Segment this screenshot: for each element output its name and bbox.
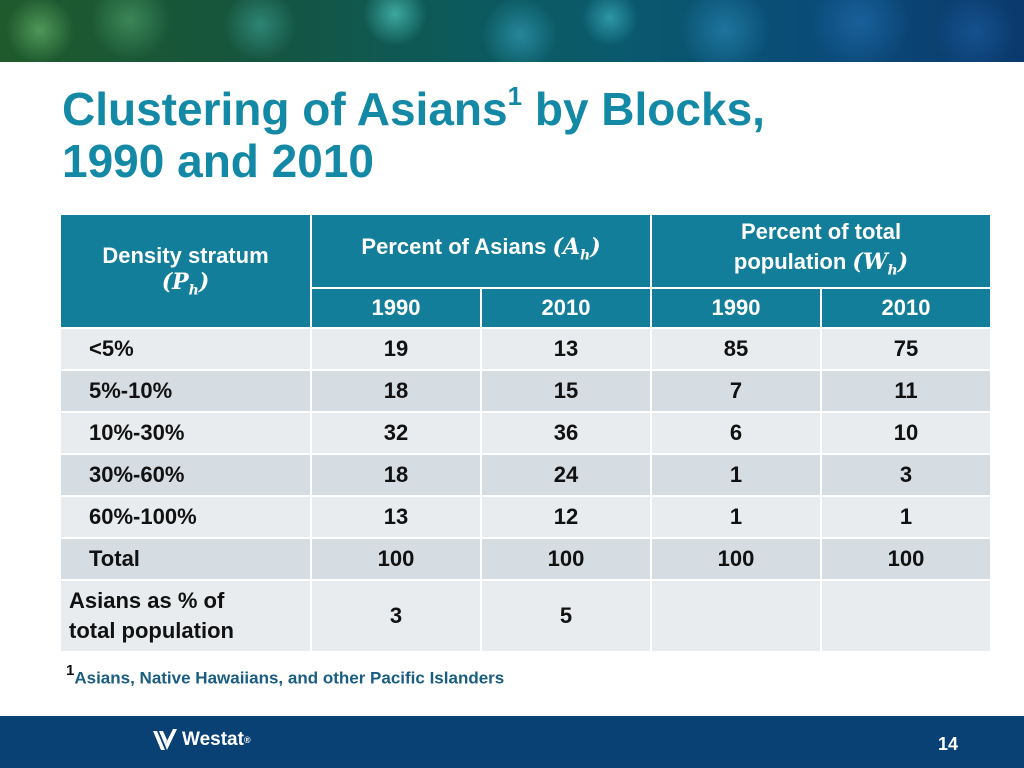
table-row: 30%-60% 18 24 1 3 — [59, 453, 993, 497]
table-row: 10%-30% 32 36 6 10 — [59, 411, 993, 455]
decorative-banner — [0, 0, 1024, 62]
total-symbol: (Wh) — [852, 248, 909, 279]
table-cell: 5 — [479, 579, 653, 653]
percent-asians-label: Percent of Asians — [361, 233, 553, 259]
title-line-2: 1990 and 2010 — [62, 135, 375, 188]
footnote-marker: 1 — [66, 662, 75, 679]
header-year: 2010 — [479, 287, 653, 329]
table-cell: 75 — [820, 327, 993, 371]
row-label: 60%-100% — [59, 495, 312, 539]
table-cell: 24 — [479, 453, 653, 497]
westat-logo: Westat ® — [152, 728, 251, 752]
logo-text: Westat — [182, 729, 244, 750]
symbol-w: (W — [852, 248, 888, 275]
westat-check-icon — [153, 729, 177, 750]
footnote-text: Asians, Native Hawaiians, and other Paci… — [74, 668, 505, 688]
header-percent-asians: Percent of Asians (Ah) — [309, 213, 653, 289]
header-percent-total: Percent of total population (Wh) — [650, 213, 993, 289]
table-cell: 100 — [650, 537, 823, 581]
header-year: 1990 — [650, 287, 823, 329]
row-label: 30%-60% — [59, 453, 312, 497]
table-cell: 32 — [310, 411, 482, 455]
table-cell: 85 — [650, 327, 823, 371]
row-label: Total — [59, 537, 312, 581]
table-row-total: Total 100 100 100 100 — [59, 537, 993, 581]
table-cell: 6 — [650, 411, 823, 455]
table-cell: 15 — [479, 369, 653, 413]
percent-total-label-1: Percent of total — [740, 218, 902, 244]
symbol-p-sub: h — [188, 282, 199, 299]
table-cell: 1 — [650, 495, 823, 539]
table-cell: 13 — [479, 327, 653, 371]
title-text: Clustering of Asians — [62, 83, 508, 136]
percent-total-line-2: population (Wh) — [652, 247, 990, 285]
symbol-a-sub: h — [580, 247, 591, 264]
row-label: 5%-10% — [59, 369, 312, 413]
table-cell: 100 — [310, 537, 482, 581]
table-row: 5%-10% 18 15 7 11 — [59, 369, 993, 413]
footnote: 1Asians, Native Hawaiians, and other Pac… — [66, 662, 505, 689]
percent-total-label-2: population — [733, 248, 853, 274]
table-cell: 12 — [479, 495, 653, 539]
table-cell: 3 — [310, 579, 482, 653]
row-label: 10%-30% — [59, 411, 312, 455]
share-label-line-2: total population — [69, 618, 234, 643]
table-row-share: Asians as % of total population 3 5 — [59, 579, 993, 653]
table-cell: 100 — [820, 537, 993, 581]
table-cell-empty — [650, 579, 823, 653]
title-text-cont: by Blocks, — [522, 83, 765, 136]
table-cell: 19 — [310, 327, 482, 371]
footer-bar: Westat ® 14 — [0, 716, 1024, 768]
share-label-line-1: Asians as % of — [69, 588, 225, 613]
table-cell: 1 — [820, 495, 993, 539]
symbol-a: (A — [552, 233, 581, 260]
table-cell-empty — [820, 579, 993, 653]
header-year: 2010 — [820, 287, 993, 329]
table-cell: 100 — [479, 537, 653, 581]
row-label-share: Asians as % of total population — [59, 579, 312, 653]
table-cell: 18 — [310, 369, 482, 413]
density-stratum-label: Density stratum — [102, 243, 269, 269]
logo-registered-mark: ® — [243, 735, 251, 745]
page-number: 14 — [938, 734, 959, 754]
title-superscript: 1 — [507, 81, 523, 111]
symbol-p-close: ) — [198, 269, 210, 296]
density-stratum-symbol: (Ph) — [61, 269, 310, 298]
symbol-w-close: ) — [897, 248, 909, 275]
title-line-1: Clustering of Asians1 by Blocks, — [62, 81, 765, 136]
table-cell: 10 — [820, 411, 993, 455]
header-year: 1990 — [310, 287, 482, 329]
clustering-table: Density stratum (Ph) Percent of Asians (… — [59, 213, 993, 653]
table-row: <5% 19 13 85 75 — [59, 327, 993, 371]
table-cell: 3 — [820, 453, 993, 497]
table-cell: 13 — [310, 495, 482, 539]
header-density-stratum: Density stratum (Ph) — [59, 213, 312, 329]
table-cell: 11 — [820, 369, 993, 413]
table-row: 60%-100% 13 12 1 1 — [59, 495, 993, 539]
row-label: <5% — [59, 327, 312, 371]
slide-title: Clustering of Asians1 by Blocks, 1990 an… — [62, 74, 765, 187]
table-cell: 36 — [479, 411, 653, 455]
table-cell: 1 — [650, 453, 823, 497]
symbol-w-sub: h — [887, 262, 898, 279]
symbol-p: (P — [161, 269, 189, 296]
table-cell: 7 — [650, 369, 823, 413]
table-cell: 18 — [310, 453, 482, 497]
symbol-a-close: ) — [590, 233, 601, 260]
asians-symbol: (Ah) — [552, 233, 601, 264]
